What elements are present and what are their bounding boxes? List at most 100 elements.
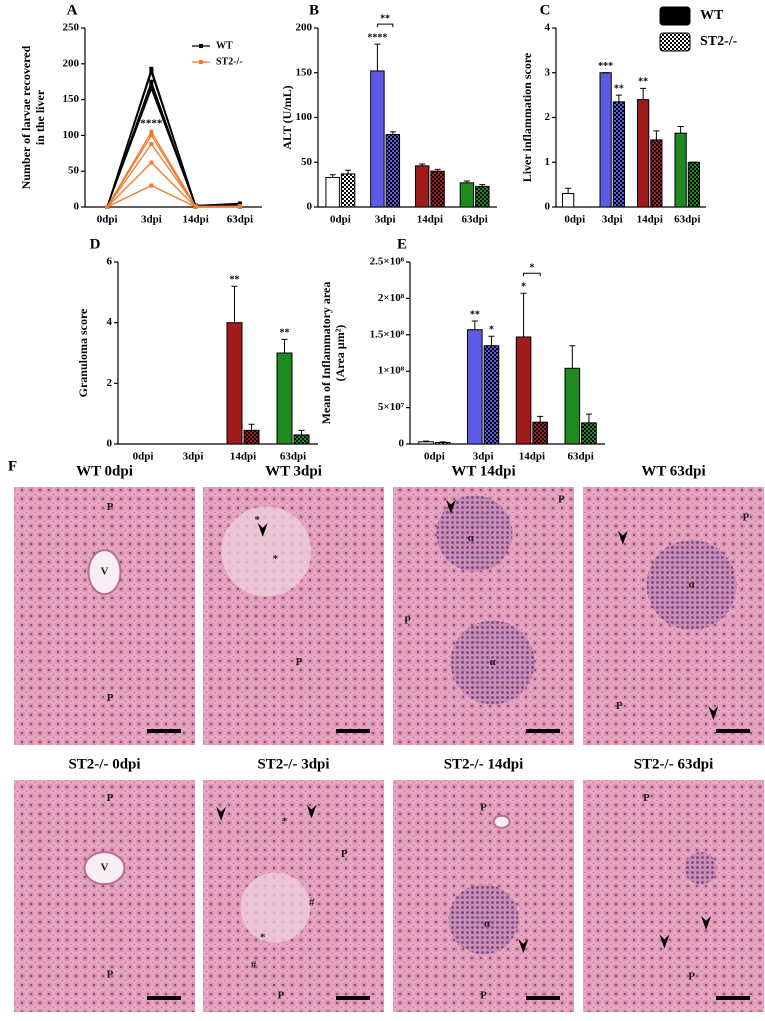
error-bar: [479, 184, 486, 187]
micrograph-label: P: [296, 656, 303, 668]
micrograph-label: #: [251, 959, 257, 971]
x-tick-label: 63dpi: [567, 451, 593, 463]
tissue-region: [448, 884, 519, 955]
micrograph-label: P: [107, 968, 114, 980]
arrowhead: [306, 804, 317, 819]
tissue-region: [436, 495, 513, 572]
x-tick-label: 0dpi: [330, 214, 351, 226]
tissue-region: [450, 620, 535, 705]
error-bar: [439, 441, 446, 443]
bar: [532, 421, 548, 445]
panel-letter: E: [397, 236, 407, 252]
y-tick-label: 50: [301, 156, 313, 168]
y-tick-label: 5×10⁷: [378, 401, 405, 413]
micrograph-label: α: [689, 579, 696, 591]
error-bar: [374, 43, 381, 71]
y-tick-label: 200: [63, 57, 80, 69]
bracket-label: **: [380, 13, 390, 24]
tissue-region: [221, 506, 312, 597]
legend-label: WT: [216, 40, 233, 51]
bar: [418, 441, 434, 445]
panel-letter: B: [309, 2, 319, 18]
error-bar: [389, 131, 396, 135]
micrograph-label: P: [107, 501, 114, 513]
error-bar: [471, 320, 478, 330]
micrograph-title: WT 3dpi: [265, 463, 322, 479]
y-axis-label: Number of larvae recovered: [19, 45, 33, 189]
y-tick-label: 1×10⁸: [378, 365, 405, 377]
annotation: *: [521, 282, 526, 293]
micrograph-title: ST2-/- 3dpi: [257, 756, 329, 772]
arrowhead: [659, 934, 670, 949]
annotation: *: [489, 325, 494, 336]
x-tick-label: 14dpi: [519, 451, 545, 463]
error-bar: [231, 285, 238, 323]
y-axis-label: Mean of Inflammatory area: [319, 282, 333, 425]
bar: [637, 99, 650, 208]
error-bar: [423, 440, 430, 442]
micrograph-label: *: [282, 815, 288, 827]
y-axis-label: in the liver: [33, 89, 47, 145]
y-tick-label: 150: [296, 66, 313, 78]
bar: [325, 176, 340, 208]
x-tick-label: 0dpi: [564, 214, 585, 226]
legend-marker: [199, 44, 203, 48]
x-tick-label: 14dpi: [417, 214, 443, 226]
micrograph-label: *: [260, 931, 266, 943]
bar: [564, 367, 581, 445]
micrograph-title: WT 14dpi: [451, 463, 515, 479]
x-tick-label: 0dpi: [133, 451, 154, 463]
x-tick-label: 63dpi: [461, 214, 487, 226]
y-tick-label: 6: [107, 256, 113, 268]
bar: [562, 193, 575, 208]
arrowhead: [518, 939, 529, 954]
bar: [370, 70, 385, 208]
y-tick-label: 1.5×10⁸: [370, 328, 405, 340]
x-tick-label: 3dpi: [602, 214, 623, 226]
y-tick-label: 200: [296, 22, 313, 34]
micrograph-label: #: [309, 896, 315, 908]
error-bar: [585, 413, 592, 423]
x-tick-label: 14dpi: [637, 214, 663, 226]
error-bar: [329, 174, 336, 178]
micrograph-label: P: [277, 989, 284, 1001]
panel-letter: F: [8, 458, 17, 474]
legend-label: ST2-/-: [700, 34, 738, 49]
y-tick-label: 250: [63, 22, 80, 34]
bar: [467, 329, 483, 445]
legend-marker: [199, 60, 203, 64]
x-tick-label: 63dpi: [674, 214, 700, 226]
micrograph-label: P: [404, 615, 411, 627]
error-bar: [345, 169, 352, 174]
vessel: [492, 814, 511, 829]
y-tick-label: 100: [63, 129, 80, 141]
micrograph-label: P: [688, 971, 695, 983]
error-bar: [463, 180, 470, 183]
series-line: [106, 184, 240, 208]
error-bar: [677, 125, 684, 134]
vessel: [87, 549, 122, 596]
x-tick-label: 3dpi: [375, 214, 396, 226]
series-line: [106, 87, 240, 208]
micrograph-label: P: [480, 989, 487, 1001]
bar: [650, 139, 663, 208]
x-tick-label: 3dpi: [183, 451, 204, 463]
error-bar: [298, 429, 305, 435]
arrowhead: [257, 522, 268, 537]
bar: [599, 72, 612, 208]
legend-label: ST2-/-: [216, 56, 243, 67]
tissue-region: [646, 540, 737, 631]
legend-label: WT: [700, 8, 724, 23]
annotation: ****: [367, 32, 387, 43]
micrograph-label: V: [101, 566, 109, 578]
error-bar: [419, 163, 426, 166]
panel-letter: D: [90, 236, 101, 252]
bar: [293, 434, 310, 445]
y-axis-label: Granuloma score: [76, 308, 90, 397]
bar: [674, 132, 687, 208]
bar: [459, 182, 475, 208]
y-tick-label: 50: [68, 165, 80, 177]
error-bar: [434, 168, 441, 172]
bar: [515, 336, 532, 445]
x-tick-label: 3dpi: [141, 214, 162, 226]
